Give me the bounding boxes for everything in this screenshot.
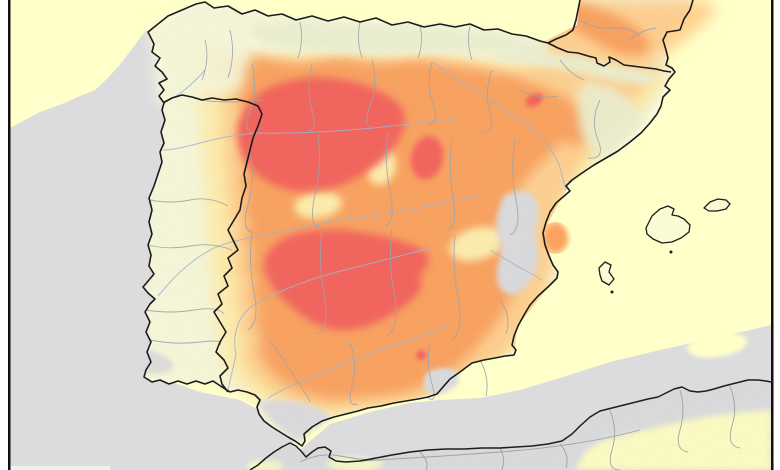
- band-orange-sea-patch: [544, 223, 568, 253]
- alboran-yellow-patches: [505, 332, 747, 360]
- rivers: [157, 61, 567, 399]
- lisbon-gray-patch: [130, 266, 146, 294]
- formentera-islet: [610, 290, 614, 294]
- left-margin: [0, 0, 8, 470]
- iberia-coastline: [142, 0, 694, 447]
- mallorca-island: [645, 205, 691, 244]
- cabrera-islet: [669, 250, 673, 254]
- balearic-islands: [598, 198, 731, 294]
- left-frame-line: [8, 0, 11, 470]
- admin-boundaries: [145, 19, 657, 406]
- sea-yellow-patch: [505, 332, 561, 360]
- cropped-scalebar-strip: [10, 466, 110, 470]
- menorca-island: [703, 198, 731, 212]
- right-frame-line: [771, 0, 774, 470]
- right-margin: [773, 0, 780, 470]
- ibiza-island: [598, 261, 615, 286]
- sea-yellow-patch: [687, 332, 747, 358]
- france-spain-border: [547, 42, 672, 73]
- portugal-spain-border: [162, 94, 263, 393]
